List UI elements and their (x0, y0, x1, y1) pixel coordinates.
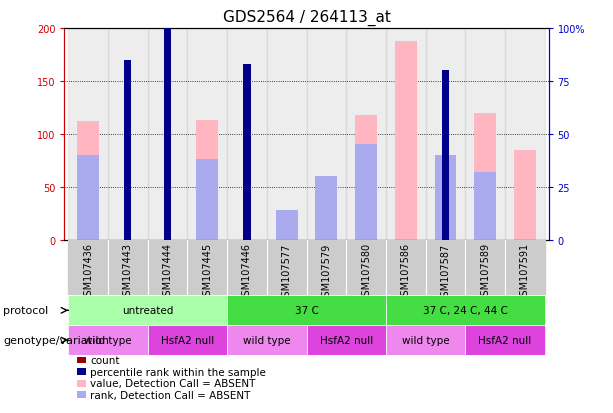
Bar (395, 42, 417, 240)
Bar (227, 325, 306, 355)
Bar (386, 29, 425, 240)
Text: percentile rank within the sample: percentile rank within the sample (90, 367, 266, 377)
Bar (124, 61, 131, 240)
Bar (306, 325, 386, 355)
Text: HsfA2 null: HsfA2 null (478, 335, 531, 345)
Text: wild type: wild type (402, 335, 449, 345)
Text: GSM107589: GSM107589 (480, 243, 490, 302)
Bar (386, 240, 425, 296)
Bar (227, 29, 267, 240)
Bar (68, 325, 148, 355)
Text: HsfA2 null: HsfA2 null (319, 335, 373, 345)
Bar (77, 156, 99, 240)
Text: GSM107580: GSM107580 (361, 243, 371, 302)
Text: rank, Detection Call = ABSENT: rank, Detection Call = ABSENT (90, 390, 251, 400)
Bar (164, 68, 171, 240)
Text: count: count (90, 355, 120, 365)
Bar (148, 325, 227, 355)
Bar (227, 240, 267, 296)
Text: GSM107586: GSM107586 (401, 243, 411, 302)
Bar (355, 116, 377, 240)
Text: genotype/variation: genotype/variation (3, 335, 109, 345)
Bar (442, 107, 449, 240)
Bar (267, 240, 306, 296)
Bar (346, 29, 386, 240)
Text: GSM107591: GSM107591 (520, 243, 530, 302)
Bar (267, 29, 306, 240)
Bar (386, 325, 465, 355)
Bar (346, 240, 386, 296)
Bar (465, 240, 505, 296)
Text: untreated: untreated (122, 306, 173, 316)
Bar (442, 71, 449, 240)
Bar (474, 113, 496, 240)
Title: GDS2564 / 264113_at: GDS2564 / 264113_at (223, 10, 390, 26)
Text: GSM107445: GSM107445 (202, 243, 212, 302)
Bar (514, 150, 536, 240)
Bar (148, 240, 188, 296)
Bar (148, 29, 188, 240)
Text: GSM107443: GSM107443 (123, 243, 133, 301)
Text: GSM107577: GSM107577 (281, 243, 292, 302)
Bar (243, 131, 251, 240)
Bar (505, 29, 545, 240)
Text: wild type: wild type (243, 335, 291, 345)
Bar (465, 325, 545, 355)
Bar (196, 121, 218, 240)
Bar (425, 29, 465, 240)
Bar (386, 296, 545, 325)
Bar (276, 210, 297, 240)
Text: protocol: protocol (3, 306, 48, 316)
Bar (355, 145, 377, 240)
Bar (505, 240, 545, 296)
Bar (425, 240, 465, 296)
Bar (283, 221, 290, 240)
Bar (465, 29, 505, 240)
Bar (68, 29, 108, 240)
Bar (124, 111, 131, 240)
Text: GSM107436: GSM107436 (83, 243, 93, 301)
Bar (68, 296, 227, 325)
Bar (188, 29, 227, 240)
Bar (243, 65, 251, 240)
Text: HsfA2 null: HsfA2 null (161, 335, 214, 345)
Bar (316, 177, 337, 240)
Text: GSM107587: GSM107587 (440, 243, 451, 302)
Text: wild type: wild type (84, 335, 132, 345)
Text: GSM107446: GSM107446 (242, 243, 252, 301)
Bar (108, 29, 148, 240)
Text: 37 C: 37 C (295, 306, 318, 316)
Text: 37 C, 24 C, 44 C: 37 C, 24 C, 44 C (423, 306, 508, 316)
Bar (77, 122, 99, 240)
Bar (435, 156, 456, 240)
Text: GSM107444: GSM107444 (162, 243, 173, 301)
Bar (108, 240, 148, 296)
Bar (306, 29, 346, 240)
Bar (68, 240, 108, 296)
Bar (196, 160, 218, 240)
Bar (306, 240, 346, 296)
Bar (188, 240, 227, 296)
Text: GSM107579: GSM107579 (321, 243, 332, 302)
Bar (474, 172, 496, 240)
Bar (164, 29, 171, 240)
Bar (227, 296, 386, 325)
Text: value, Detection Call = ABSENT: value, Detection Call = ABSENT (90, 378, 256, 388)
